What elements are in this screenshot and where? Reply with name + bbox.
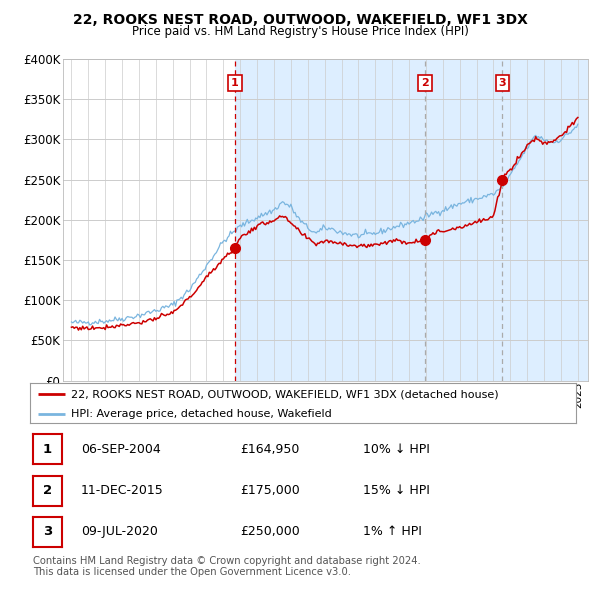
Text: 1% ↑ HPI: 1% ↑ HPI [363, 525, 422, 539]
Text: £250,000: £250,000 [240, 525, 300, 539]
Bar [235, 59, 588, 381]
Text: 2: 2 [421, 78, 429, 88]
Text: £164,950: £164,950 [240, 442, 299, 456]
Text: 10% ↓ HPI: 10% ↓ HPI [363, 442, 430, 456]
Text: 1: 1 [231, 78, 239, 88]
Text: 06-SEP-2004: 06-SEP-2004 [81, 442, 161, 456]
Text: 22, ROOKS NEST ROAD, OUTWOOD, WAKEFIELD, WF1 3DX (detached house): 22, ROOKS NEST ROAD, OUTWOOD, WAKEFIELD,… [71, 389, 499, 399]
Text: Contains HM Land Registry data © Crown copyright and database right 2024.
This d: Contains HM Land Registry data © Crown c… [33, 556, 421, 578]
Text: 22, ROOKS NEST ROAD, OUTWOOD, WAKEFIELD, WF1 3DX: 22, ROOKS NEST ROAD, OUTWOOD, WAKEFIELD,… [73, 13, 527, 27]
Text: 1: 1 [43, 442, 52, 456]
Text: HPI: Average price, detached house, Wakefield: HPI: Average price, detached house, Wake… [71, 409, 332, 419]
Text: 3: 3 [499, 78, 506, 88]
Text: 09-JUL-2020: 09-JUL-2020 [81, 525, 158, 539]
Text: 3: 3 [43, 525, 52, 539]
Text: £175,000: £175,000 [240, 484, 300, 497]
Text: 2: 2 [43, 484, 52, 497]
Text: 15% ↓ HPI: 15% ↓ HPI [363, 484, 430, 497]
Text: Price paid vs. HM Land Registry's House Price Index (HPI): Price paid vs. HM Land Registry's House … [131, 25, 469, 38]
Text: 11-DEC-2015: 11-DEC-2015 [81, 484, 164, 497]
